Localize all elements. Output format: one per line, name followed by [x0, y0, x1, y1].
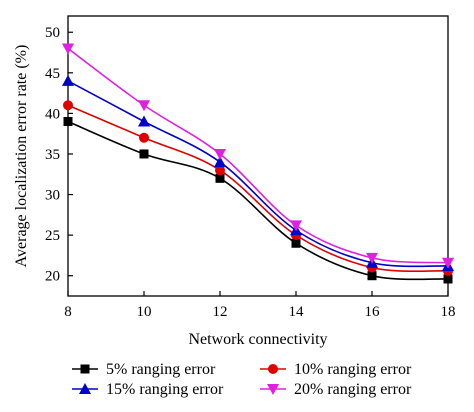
legend-label-4: 20% ranging error	[294, 381, 412, 398]
data-point-series-1	[443, 274, 453, 284]
data-point-series-1	[215, 173, 225, 183]
y-tick-label: 50	[45, 25, 60, 41]
y-tick-label: 40	[45, 106, 60, 122]
y-tick-label: 35	[45, 147, 60, 163]
data-point-series-4	[290, 220, 302, 232]
series-line-3	[67, 80, 449, 268]
plot-axes: 8 10 12 14 16 18 20 25 30 35 40 45 50	[45, 15, 456, 320]
data-point-series-2	[215, 165, 225, 176]
x-tick-label: 10	[137, 304, 152, 320]
legend-marker-3	[79, 383, 91, 394]
data-point-series-4	[138, 100, 150, 112]
x-tick-label: 16	[365, 304, 381, 320]
x-tick-label: 18	[441, 304, 456, 320]
y-tick-label: 45	[45, 66, 60, 82]
data-point-series-3	[62, 74, 74, 86]
data-point-series-4	[62, 43, 74, 55]
legend-marker-1	[80, 364, 90, 374]
data-point-series-4	[366, 252, 378, 264]
series-line-4	[67, 47, 449, 264]
x-tick-label: 8	[64, 304, 72, 320]
y-tick-label: 30	[45, 188, 60, 204]
legend-label-1: 5% ranging error	[106, 361, 216, 378]
y-tick-label: 20	[45, 269, 60, 285]
legend-label-2: 10% ranging error	[294, 361, 412, 378]
series-line-1	[67, 120, 449, 281]
data-point-series-2	[63, 100, 73, 111]
y-axis-title: Average localization error rate (%)	[13, 45, 30, 268]
data-point-series-1	[139, 149, 149, 159]
plot-frame	[67, 15, 449, 297]
data-point-series-3	[138, 115, 150, 127]
data-point-series-4	[214, 148, 226, 160]
legend-marker-2	[268, 364, 278, 374]
data-point-series-3	[214, 156, 226, 168]
x-axis-title: Network connectivity	[188, 331, 327, 348]
legend-marker-4	[267, 384, 279, 395]
series-markers	[62, 43, 454, 284]
x-tick-label: 14	[289, 304, 305, 320]
legend: 5% ranging error 10% ranging error 15% ran…	[72, 361, 412, 398]
data-point-series-1	[367, 271, 377, 281]
data-point-series-2	[139, 132, 149, 143]
data-point-series-1	[63, 117, 73, 127]
series-line-2	[67, 104, 449, 273]
series-lines	[67, 47, 449, 281]
y-tick-label: 25	[45, 228, 60, 244]
x-tick-label: 12	[213, 304, 228, 320]
data-point-series-1	[291, 238, 301, 248]
legend-label-3: 15% ranging error	[106, 381, 224, 398]
data-point-series-4	[442, 257, 454, 269]
